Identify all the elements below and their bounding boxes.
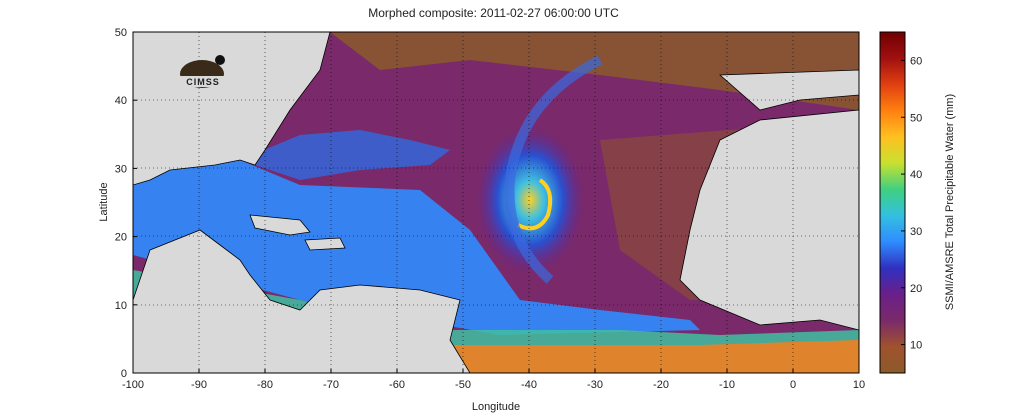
colorbar-tick-label: 30 [910,226,922,238]
hispaniola [304,237,346,251]
x-axis-label: Longitude [472,401,520,413]
central-south-america [133,229,471,373]
map-border [132,31,860,374]
spiral-arm [504,55,603,284]
figure-title: Morphed composite: 2011-02-27 06:00:00 U… [368,6,619,20]
x-tick-label: -50 [455,379,471,391]
y-tick-label: 30 [115,163,127,175]
moisture-band-blue [133,160,700,335]
y-tick-label: 20 [115,232,127,244]
colorbar-tick-label: 50 [910,112,922,124]
x-tick-label: -20 [653,379,669,391]
y-tick-label: 50 [115,27,127,39]
colorbar-label: SSMI/AMSRE Total Precipitable Water (mm) [944,94,956,310]
colorbar-tick-label: 40 [910,169,922,181]
iberia [718,69,859,111]
cimss-logo: CIMSS [180,55,226,88]
y-tick-label: 0 [121,368,127,380]
x-tick-label: -30 [587,379,603,391]
x-tick-label: 10 [853,379,865,391]
colorbar [879,31,906,374]
x-tick-label: -60 [389,379,405,391]
colorbar-tick-label: 10 [910,340,922,352]
y-axis: 0 10 20 30 40 50 [115,27,137,380]
logo-plate [180,76,226,87]
x-tick-label: -10 [719,379,735,391]
x-tick-label: -80 [257,379,273,391]
y-tick-label: 40 [115,95,127,107]
dry-region-north [330,32,859,110]
moisture-streak-north [240,130,450,180]
y-axis-label: Latitude [98,182,110,221]
colorbar-tick-label: 20 [910,283,922,295]
cyclone-spiral [475,125,585,275]
logo-text: CIMSS [186,77,220,87]
colorbar-tick-label: 60 [910,55,922,67]
x-tick-label: -100 [122,379,144,391]
map-frame[interactable]: CIMSS [133,32,859,373]
grid-lines [133,32,859,373]
x-tick-label: -90 [191,379,207,391]
logo-dot [215,55,225,65]
colorbar-ticks: 10 20 30 40 50 60 [901,55,922,352]
x-tick-label: -40 [521,379,537,391]
africa [679,109,859,331]
x-axis: -100 -90 -80 -70 -60 -50 -40 -30 -20 -10 0 10 [122,369,865,391]
x-tick-label: -70 [323,379,339,391]
x-tick-label: 0 [790,379,796,391]
y-tick-label: 10 [115,300,127,312]
